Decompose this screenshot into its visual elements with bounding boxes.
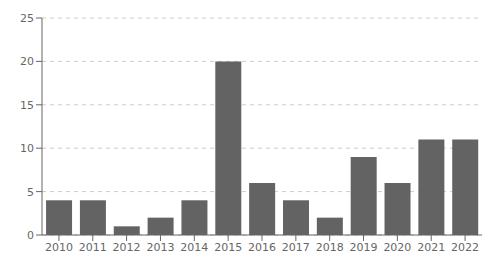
svg-text:2022: 2022 bbox=[451, 241, 479, 254]
svg-text:2011: 2011 bbox=[79, 241, 107, 254]
svg-text:2020: 2020 bbox=[383, 241, 411, 254]
svg-text:2017: 2017 bbox=[282, 241, 310, 254]
svg-text:10: 10 bbox=[20, 142, 34, 155]
svg-text:2018: 2018 bbox=[316, 241, 344, 254]
svg-text:2021: 2021 bbox=[417, 241, 445, 254]
svg-text:2014: 2014 bbox=[180, 241, 208, 254]
svg-text:2010: 2010 bbox=[45, 241, 73, 254]
svg-text:0: 0 bbox=[27, 229, 34, 242]
svg-text:25: 25 bbox=[20, 12, 34, 25]
svg-text:2015: 2015 bbox=[214, 241, 242, 254]
svg-text:5: 5 bbox=[27, 186, 34, 199]
svg-text:2016: 2016 bbox=[248, 241, 276, 254]
svg-text:20: 20 bbox=[20, 55, 34, 68]
svg-text:2012: 2012 bbox=[113, 241, 141, 254]
svg-text:2019: 2019 bbox=[350, 241, 378, 254]
svg-text:15: 15 bbox=[20, 99, 34, 112]
svg-text:2013: 2013 bbox=[146, 241, 174, 254]
